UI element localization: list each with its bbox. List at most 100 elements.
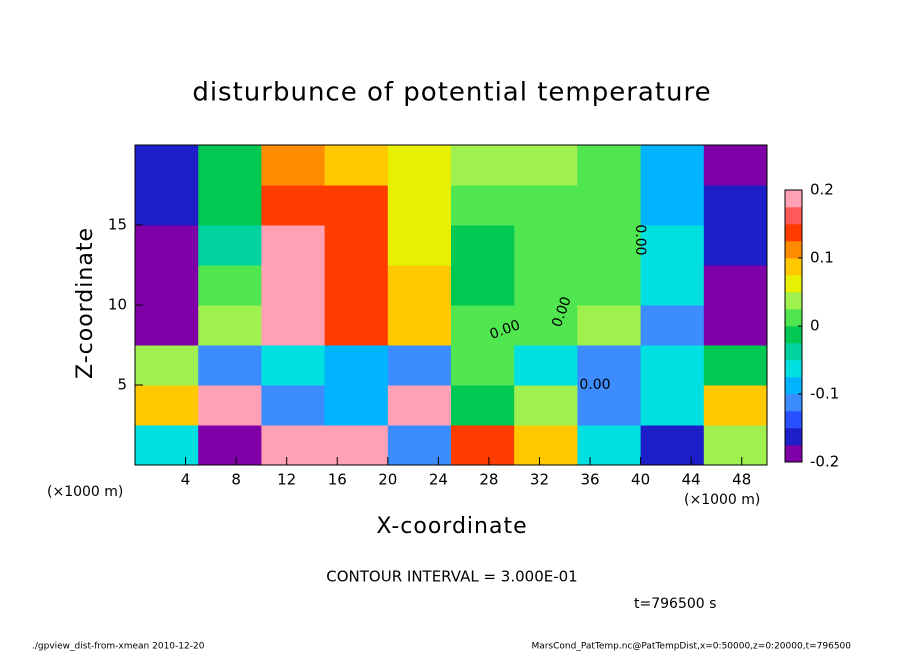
heat-cell — [198, 305, 262, 346]
contour-label: 0.00 — [579, 377, 610, 393]
heat-cell — [198, 185, 262, 226]
heat-cell — [577, 265, 642, 306]
colorbar-band — [785, 411, 802, 429]
heat-cell — [387, 145, 452, 186]
heat-cell — [514, 185, 578, 226]
colorbar-tick-label: 0.2 — [810, 181, 834, 199]
heat-cell — [703, 185, 768, 226]
heat-cell — [703, 225, 768, 266]
colorbar-band — [785, 241, 802, 259]
heat-cell — [261, 305, 326, 346]
heat-cell — [324, 265, 389, 306]
heat-cell — [577, 385, 642, 426]
x-tick-label: 12 — [277, 471, 296, 489]
heat-cell — [198, 345, 262, 386]
colorbar-band — [785, 292, 802, 310]
x-tick-label: 36 — [580, 471, 599, 489]
heat-cell — [703, 265, 768, 306]
chart-title: disturbunce of potential temperature — [192, 78, 711, 108]
heat-cell — [514, 305, 578, 346]
heat-cell — [198, 385, 262, 426]
heat-cell — [577, 185, 642, 226]
colorbar-tick-label: 0.1 — [810, 249, 834, 267]
colorbar-band — [785, 326, 802, 344]
heat-cell — [451, 345, 515, 386]
heat-cell — [451, 385, 515, 426]
heat-cell — [324, 385, 389, 426]
heat-cell — [324, 425, 389, 466]
heat-cell — [451, 225, 515, 266]
heat-cell — [324, 185, 389, 226]
time-label: t=796500 s — [634, 596, 716, 612]
heat-cell — [387, 265, 452, 306]
colorbar-band — [785, 377, 802, 395]
y-tick-label: 15 — [108, 216, 127, 234]
x-tick-label: 44 — [682, 471, 701, 489]
heat-cell — [324, 145, 389, 186]
heat-cell — [640, 425, 705, 466]
heat-cell — [324, 225, 389, 266]
heat-cell — [640, 225, 705, 266]
colorbar-band — [785, 343, 802, 361]
heat-cell — [135, 225, 199, 266]
heat-cell — [640, 185, 705, 226]
heat-cell — [451, 305, 515, 346]
heat-cell — [135, 145, 199, 186]
x-axis-label: X-coordinate — [376, 514, 527, 539]
heat-cell — [640, 265, 705, 306]
y-tick-label: 10 — [108, 296, 127, 314]
heat-cell — [135, 385, 199, 426]
heat-cell — [577, 305, 642, 346]
colorbar-tick-label: -0.2 — [810, 453, 839, 471]
x-tick-label: 48 — [732, 471, 751, 489]
heat-cell — [577, 425, 642, 466]
heat-cell — [640, 305, 705, 346]
heat-cell — [387, 385, 452, 426]
heat-cell — [703, 385, 768, 426]
heat-cell — [324, 305, 389, 346]
heat-cell — [261, 345, 326, 386]
heat-cell — [198, 225, 262, 266]
heat-cell — [577, 225, 642, 266]
colorbar-band — [785, 309, 802, 327]
colorbar-tick-label: 0 — [810, 317, 820, 335]
heat-cell — [387, 425, 452, 466]
heat-cell — [198, 145, 262, 186]
heat-cell — [514, 225, 578, 266]
x-tick-label: 20 — [378, 471, 397, 489]
x-tick-label: 4 — [181, 471, 191, 489]
colorbar-band — [785, 445, 802, 463]
colorbar-band — [785, 258, 802, 276]
heat-cell — [387, 225, 452, 266]
heat-cell — [451, 265, 515, 306]
heat-cell — [703, 425, 768, 466]
heat-cell — [451, 425, 515, 466]
heat-cell — [514, 425, 578, 466]
heat-cell — [135, 265, 199, 306]
heat-cell — [261, 225, 326, 266]
heat-cell — [703, 345, 768, 386]
colorbar-tick-label: -0.1 — [810, 385, 839, 403]
colorbar-band — [785, 360, 802, 378]
heat-cell — [514, 345, 578, 386]
heat-cell — [387, 305, 452, 346]
x-tick-label: 8 — [231, 471, 241, 489]
heat-cell — [387, 345, 452, 386]
heat-cell — [514, 385, 578, 426]
x-unit: (×1000 m) — [47, 484, 123, 500]
colorbar-band — [785, 275, 802, 293]
heat-cell — [135, 305, 199, 346]
heat-cell — [451, 185, 515, 226]
heat-cell — [198, 265, 262, 306]
heat-cell — [261, 145, 326, 186]
heat-cell — [261, 425, 326, 466]
colorbar-band — [785, 190, 802, 208]
heat-cell — [451, 145, 515, 186]
heat-cell — [514, 265, 578, 306]
x-tick-label: 40 — [631, 471, 650, 489]
heat-cell — [135, 425, 199, 466]
heat-cell — [261, 385, 326, 426]
colorbar-band — [785, 428, 802, 446]
y-axis-label: Z-coordinate — [73, 227, 98, 379]
